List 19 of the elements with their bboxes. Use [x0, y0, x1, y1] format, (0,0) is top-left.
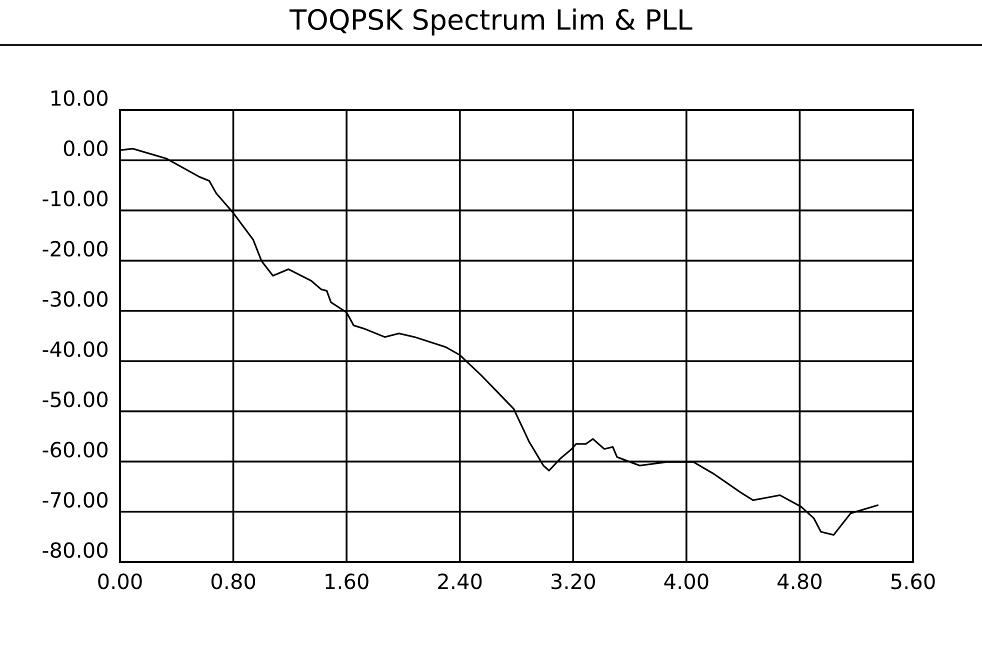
y-tick-label: 0.00	[64, 140, 108, 156]
x-tick-label: 3.20	[552, 573, 595, 590]
y-tick-label: -10.00	[42, 190, 108, 206]
x-tick-label: 4.00	[664, 573, 708, 590]
y-tick-label: -40.00	[42, 341, 108, 358]
x-tick-label: 2.40	[438, 573, 482, 590]
x-tick-label: 1.60	[326, 573, 368, 590]
y-tick-label: -70.00	[42, 492, 108, 508]
y-tick-label: -80.00	[42, 542, 108, 558]
x-tick-label: 4.80	[778, 573, 822, 590]
x-tick-label: 5.60	[891, 573, 935, 590]
y-tick-label: 10.00	[52, 90, 108, 106]
x-tick-label: 0.00	[98, 573, 142, 590]
y-tick-label: -50.00	[42, 392, 108, 408]
chart-title: TOQPSK Spectrum Lim & PLL	[290, 8, 692, 36]
y-tick-label: -60.00	[42, 442, 108, 458]
y-tick-label: -20.00	[42, 240, 108, 257]
y-tick-label: -30.00	[42, 291, 108, 307]
x-tick-label: 0.80	[211, 573, 256, 590]
